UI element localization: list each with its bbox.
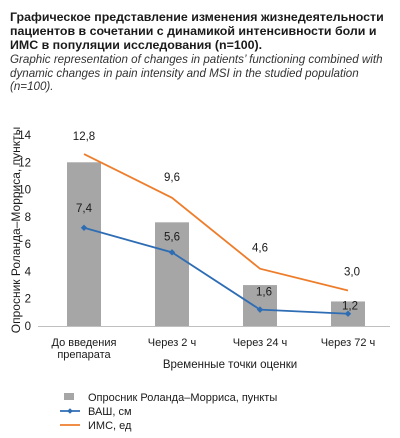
data-point (80, 224, 88, 231)
data-label: 3,0 (344, 267, 360, 279)
data-point (256, 306, 264, 313)
legend-swatch (64, 393, 74, 400)
legend-marker (67, 408, 73, 414)
x-tick-label: Через 72 ч (321, 337, 376, 349)
data-label: 1,6 (256, 287, 272, 299)
bar (243, 285, 277, 326)
data-label: 1,2 (342, 301, 358, 313)
y-axis-label: Опросник Роланда–Морриса, пункты (9, 127, 23, 333)
chart-title-en: Graphic representation of changes in pat… (10, 53, 383, 93)
bar-series (67, 162, 365, 326)
data-label: 4,6 (252, 243, 268, 255)
y-tick-label: 0 (25, 321, 31, 333)
y-tick-label: 8 (25, 212, 31, 224)
legend-label: ВАШ, см (88, 406, 132, 418)
legend-label: ИМС, ед (88, 420, 132, 432)
x-axis: До введения препарата Через 2 ч Через 24 ч Ч… (38, 326, 390, 361)
line-series: 7,4 5,6 1,6 1,2 12,8 9,6 4,6 3,0 (73, 131, 360, 317)
data-label: 12,8 (73, 131, 95, 143)
y-tick-label: 10 (18, 185, 31, 197)
bar (67, 162, 101, 326)
x-tick-label: До введения препарата (52, 337, 117, 361)
y-tick-label: 4 (25, 266, 32, 278)
bar (155, 222, 189, 326)
series-line (83, 226, 349, 315)
legend-label: Опросник Роланда–Морриса, пункты (88, 392, 277, 404)
chart-title-ru: Графическое представление изменения жизн… (10, 10, 384, 52)
x-tick-label: Через 24 ч (233, 337, 288, 349)
data-point (168, 249, 176, 256)
y-tick-label: 12 (18, 157, 31, 169)
y-tick-label: 2 (25, 294, 31, 306)
series-line (83, 153, 349, 292)
legend: Опросник Роланда–Морриса, пункты ВАШ, см И… (60, 392, 277, 432)
figure-caption: Графическое представление изменения жизн… (10, 10, 395, 94)
data-point (344, 310, 352, 317)
y-tick-label: 14 (18, 130, 31, 142)
y-tick-label: 6 (25, 239, 31, 251)
data-label: 9,6 (164, 172, 180, 184)
y-axis: 0 2 4 6 8 10 12 14 (18, 130, 31, 333)
data-label: 5,6 (164, 231, 180, 243)
x-tick-label: Через 2 ч (148, 337, 196, 349)
data-label: 7,4 (76, 203, 93, 215)
x-axis-label: Временные точки оценки (163, 359, 297, 371)
